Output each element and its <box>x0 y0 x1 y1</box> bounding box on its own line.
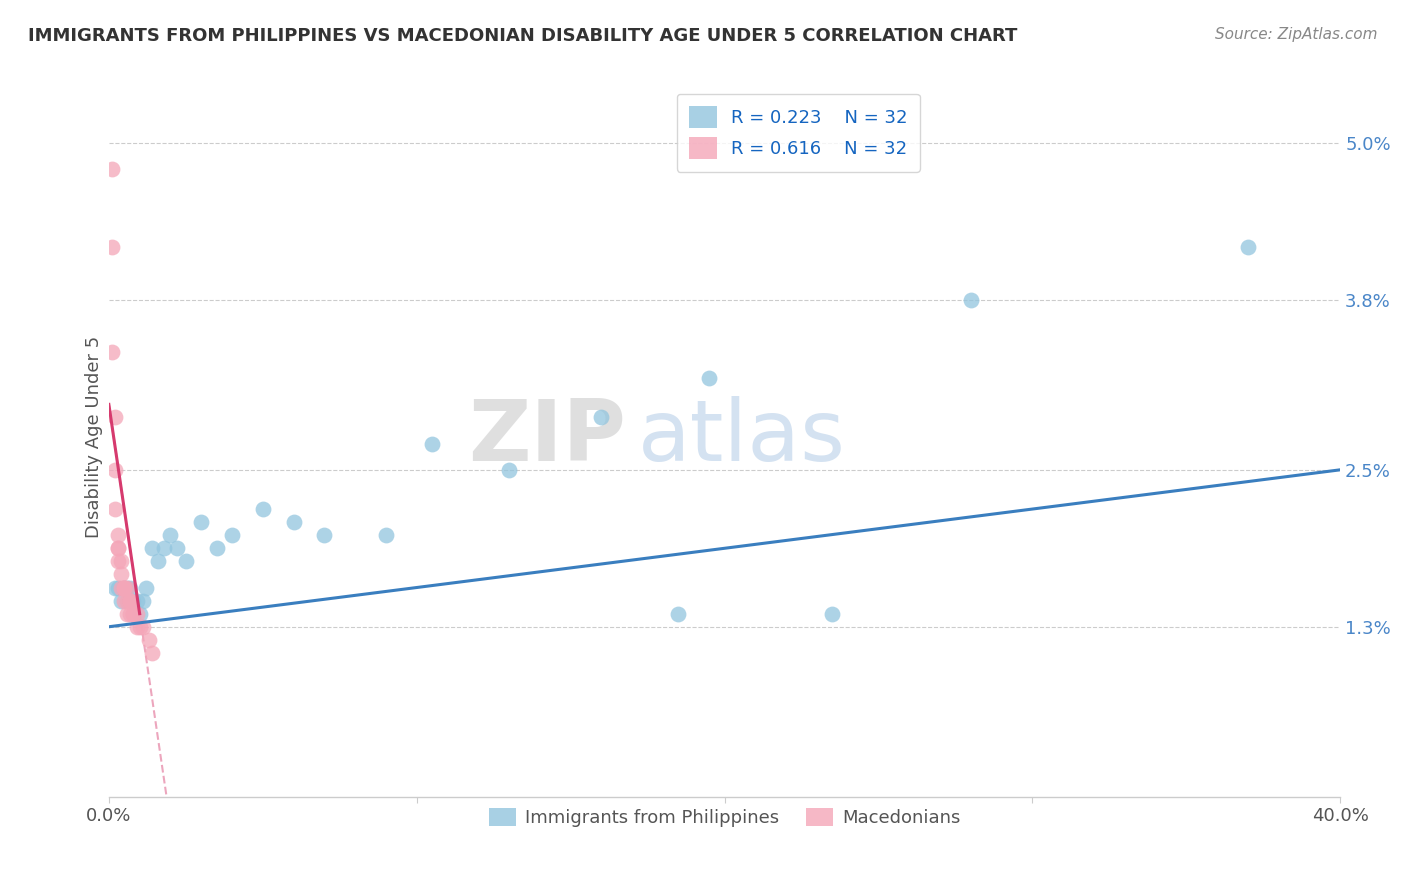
Point <box>107 541 129 556</box>
Point <box>117 593 139 607</box>
Point <box>122 607 145 621</box>
Point <box>420 436 443 450</box>
Point <box>141 541 163 556</box>
Point <box>959 293 981 307</box>
Point <box>107 581 129 595</box>
Point <box>283 515 305 529</box>
Point <box>314 528 336 542</box>
Point <box>104 463 127 477</box>
Point <box>120 593 142 607</box>
Text: ZIP: ZIP <box>468 396 626 479</box>
Point <box>104 502 127 516</box>
Point <box>120 593 142 607</box>
Point <box>104 410 127 425</box>
Legend: Immigrants from Philippines, Macedonians: Immigrants from Philippines, Macedonians <box>481 801 967 835</box>
Point <box>117 581 139 595</box>
Point <box>128 620 150 634</box>
Point <box>132 593 155 607</box>
Point <box>821 607 844 621</box>
Text: IMMIGRANTS FROM PHILIPPINES VS MACEDONIAN DISABILITY AGE UNDER 5 CORRELATION CHA: IMMIGRANTS FROM PHILIPPINES VS MACEDONIA… <box>28 27 1018 45</box>
Point <box>205 541 228 556</box>
Point <box>112 581 135 595</box>
Point <box>128 607 150 621</box>
Point <box>166 541 188 556</box>
Point <box>132 620 155 634</box>
Point <box>117 607 139 621</box>
Point <box>110 567 132 582</box>
Point <box>120 607 142 621</box>
Point <box>125 607 148 621</box>
Point <box>697 371 720 385</box>
Point <box>122 593 145 607</box>
Point <box>112 581 135 595</box>
Point <box>666 607 689 621</box>
Point <box>159 528 181 542</box>
Point <box>135 581 157 595</box>
Point <box>101 345 124 359</box>
Point <box>125 593 148 607</box>
Point <box>110 581 132 595</box>
Point <box>122 607 145 621</box>
Y-axis label: Disability Age Under 5: Disability Age Under 5 <box>86 336 103 538</box>
Point <box>591 410 613 425</box>
Point <box>107 541 129 556</box>
Point <box>153 541 176 556</box>
Point <box>252 502 274 516</box>
Point <box>101 161 124 176</box>
Point <box>120 593 142 607</box>
Point <box>1237 240 1260 254</box>
Point <box>112 593 135 607</box>
Point <box>374 528 396 542</box>
Point <box>110 554 132 568</box>
Point <box>104 581 127 595</box>
Point <box>101 240 124 254</box>
Point <box>112 581 135 595</box>
Point <box>190 515 212 529</box>
Point <box>174 554 197 568</box>
Point <box>146 554 169 568</box>
Point <box>117 581 139 595</box>
Point <box>120 581 142 595</box>
Point <box>221 528 243 542</box>
Point <box>138 632 160 647</box>
Point <box>110 593 132 607</box>
Point <box>107 528 129 542</box>
Point <box>125 620 148 634</box>
Point <box>107 554 129 568</box>
Text: Source: ZipAtlas.com: Source: ZipAtlas.com <box>1215 27 1378 42</box>
Text: atlas: atlas <box>638 396 846 479</box>
Point <box>141 646 163 660</box>
Point <box>112 581 135 595</box>
Point <box>498 463 520 477</box>
